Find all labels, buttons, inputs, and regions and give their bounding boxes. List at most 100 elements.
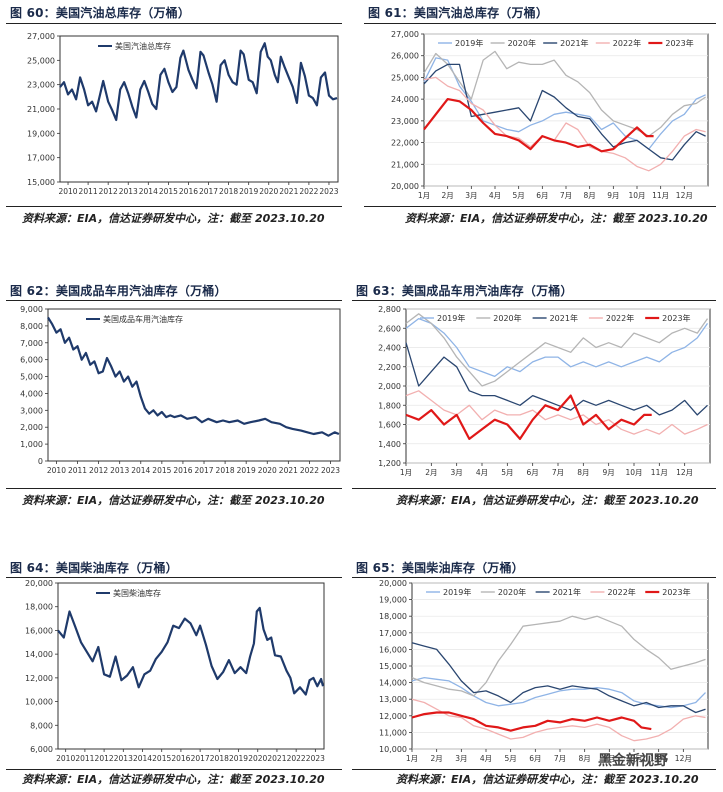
x-tick-label: 2014 <box>131 466 150 475</box>
title-rule <box>6 300 342 301</box>
source-rule <box>352 769 716 770</box>
series-line-0 <box>59 42 338 122</box>
x-tick-label: 2月 <box>431 754 443 763</box>
title-rule <box>364 23 716 24</box>
legend-label: 2023年 <box>662 587 690 597</box>
chart-61-svg: 20,000 21,000 22,000 23,000 24,000 25,000 26,0… <box>391 30 709 200</box>
x-tick-label: 2015 <box>159 187 178 196</box>
y-tick-label: 0 <box>38 457 43 466</box>
x-tick-label: 2018 <box>216 466 235 475</box>
y-tick-label: 16,000 <box>25 626 53 635</box>
y-tick-label: 2,000 <box>378 382 401 391</box>
y-tick-label: 1,800 <box>378 401 401 410</box>
y-tick-label: 2,600 <box>378 324 401 333</box>
y-tick-label: 6,000 <box>20 356 43 365</box>
plot-frame <box>423 33 709 187</box>
chart-title: 图 64：美国柴油库存（万桶） <box>10 561 178 575</box>
source-rule <box>352 488 716 489</box>
x-tick-label: 2023 <box>321 466 340 475</box>
x-tick-label: 2015 <box>152 754 171 763</box>
y-tick-label: 21,000 <box>391 160 419 169</box>
x-tick-label: 9月 <box>603 468 615 477</box>
chart-65-svg: 10,000 11,000 12,000 13,000 14,000 15,000 16,0… <box>379 579 709 763</box>
y-tick-label: 19,000 <box>379 596 407 605</box>
x-tick-label: 2016 <box>179 187 198 196</box>
source-rule <box>6 206 342 207</box>
x-tick-label: 6月 <box>536 191 548 200</box>
y-tick-label: 17,000 <box>27 154 55 163</box>
x-tick-label: 8月 <box>577 468 589 477</box>
y-tick-label: 8,000 <box>30 721 53 730</box>
series-line-4 <box>411 711 652 732</box>
y-tick-label: 27,000 <box>391 30 419 39</box>
legend-label: 2020年 <box>493 313 521 323</box>
chart-64-svg: 6,000 8,000 10,000 12,000 14,000 16,000 18,000… <box>25 579 325 763</box>
x-tick-label: 2011 <box>75 754 94 763</box>
series-line-1 <box>423 50 706 137</box>
x-tick-label: 2017 <box>191 754 210 763</box>
x-tick-label: 3月 <box>451 468 463 477</box>
series-line-0 <box>47 316 340 437</box>
x-tick-label: 5月 <box>505 754 517 763</box>
x-tick-label: 2018 <box>210 754 229 763</box>
y-tick-label: 2,200 <box>378 363 401 372</box>
x-tick-label: 2019 <box>229 754 248 763</box>
y-tick-label: 16,000 <box>379 645 407 654</box>
x-tick-label: 2012 <box>99 187 118 196</box>
x-tick-label: 1月 <box>406 754 418 763</box>
y-tick-label: 18,000 <box>379 612 407 621</box>
source-note: 资料来源：EIA，信达证券研发中心，注：截至 2023.10.20 <box>22 212 325 225</box>
y-tick-label: 20,000 <box>391 182 419 191</box>
x-tick-label: 10月 <box>625 754 642 763</box>
legend-label: 2023年 <box>665 38 693 48</box>
chart-60-svg: 15,000 17,000 19,000 21,000 23,000 25,000 27,0… <box>27 32 339 196</box>
y-tick-label: 3,000 <box>20 406 43 415</box>
series-line-0 <box>411 676 706 709</box>
x-tick-label: 4月 <box>476 468 488 477</box>
y-tick-label: 7,000 <box>20 339 43 348</box>
series-line-4 <box>405 394 652 440</box>
source-rule <box>6 769 342 770</box>
y-tick-label: 1,400 <box>378 440 401 449</box>
x-tick-label: 2月 <box>425 468 437 477</box>
legend-label: 2022年 <box>613 38 641 48</box>
title-rule <box>352 300 716 301</box>
y-tick-label: 6,000 <box>30 745 53 754</box>
x-tick-label: 2018 <box>219 187 238 196</box>
y-tick-label: 10,000 <box>25 698 53 707</box>
y-tick-label: 20,000 <box>25 579 53 588</box>
legend-label: 美国柴油库存 <box>113 588 161 598</box>
x-tick-label: 2010 <box>47 466 66 475</box>
x-tick-label: 2014 <box>139 187 158 196</box>
x-tick-label: 2012 <box>89 466 108 475</box>
y-tick-label: 1,000 <box>20 440 43 449</box>
series-line-2 <box>405 342 708 416</box>
legend-label: 2020年 <box>508 38 536 48</box>
y-tick-label: 21,000 <box>27 105 55 114</box>
x-tick-label: 2012 <box>95 754 114 763</box>
y-tick-label: 11,000 <box>379 728 407 737</box>
y-tick-label: 23,000 <box>27 81 55 90</box>
plot-frame <box>57 582 325 750</box>
legend-label: 2019年 <box>455 38 483 48</box>
x-tick-label: 2011 <box>68 466 87 475</box>
x-tick-label: 8月 <box>579 754 591 763</box>
source-note: 资料来源：EIA，信达证券研发中心，注：截至 2023.10.20 <box>22 494 325 507</box>
source-note: 资料来源：EIA，信达证券研发中心，注：截至 2023.10.20 <box>396 494 699 507</box>
legend-label: 2019年 <box>443 587 471 597</box>
series-line-0 <box>405 317 709 378</box>
series-line-2 <box>411 642 706 714</box>
title-rule <box>6 577 342 578</box>
x-tick-label: 2013 <box>110 466 129 475</box>
x-tick-label: 2023 <box>306 754 325 763</box>
x-tick-label: 2017 <box>194 466 213 475</box>
title-rule <box>352 577 716 578</box>
x-tick-label: 9月 <box>607 191 619 200</box>
y-tick-label: 12,000 <box>25 674 53 683</box>
y-tick-label: 14,000 <box>379 679 407 688</box>
chart-title: 图 62：美国成品车用汽油库存（万桶） <box>10 284 227 298</box>
chart-title: 图 60：美国汽油总库存（万桶） <box>10 6 191 20</box>
y-tick-label: 15,000 <box>379 662 407 671</box>
series-line-0 <box>57 606 325 696</box>
x-tick-label: 6月 <box>529 754 541 763</box>
